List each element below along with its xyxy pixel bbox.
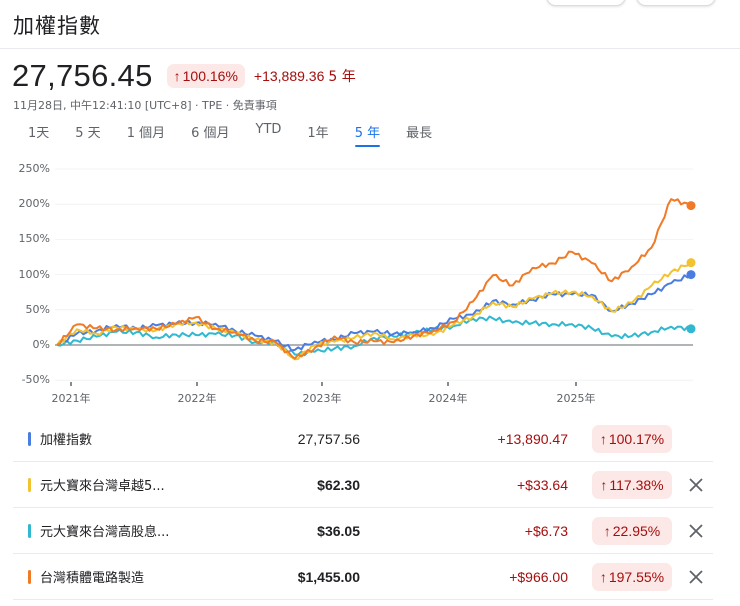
y-tick-label: 0% xyxy=(32,338,50,351)
comparison-table: 加權指數 27,757.56 +13,890.47 ↑ 100.17% 元大寶來… xyxy=(13,416,713,600)
top-action-button-1[interactable] xyxy=(546,0,626,6)
tab-5-years[interactable]: 5 年 xyxy=(354,122,381,147)
arrow-up-icon: ↑ xyxy=(599,568,607,585)
y-tick-label: 150% xyxy=(18,232,50,246)
series-line xyxy=(56,273,692,352)
tab-6-months[interactable]: 6 個月 xyxy=(191,126,230,141)
series-color-swatch xyxy=(28,523,31,538)
change-period: 5 年 xyxy=(328,69,356,85)
tab-ytd[interactable]: YTD xyxy=(255,122,282,137)
row-value: $1,455.00 xyxy=(297,568,360,585)
row-change: +$6.73 xyxy=(524,522,568,539)
range-tabs: 1天 5 天 1 個月 6 個月 YTD 1年 5 年 最長 xyxy=(28,122,458,147)
row-percent: 22.95% xyxy=(612,522,661,539)
tab-1-year[interactable]: 1年 xyxy=(307,126,329,141)
y-tick-label: 50% xyxy=(25,302,50,316)
tab-max[interactable]: 最長 xyxy=(406,126,433,141)
x-tick-label: 2021年 xyxy=(51,392,91,405)
comparison-chart[interactable]: 250% 200% 150% 100% 50% 0% -50% 2021年 2022年 2023… xyxy=(0,155,740,415)
remove-comparison-button[interactable] xyxy=(684,519,708,543)
tab-1-day[interactable]: 1天 xyxy=(28,126,50,141)
chart-plot xyxy=(55,168,696,386)
arrow-up-icon: ↑ xyxy=(599,430,607,447)
close-icon xyxy=(689,477,703,492)
tab-1-month[interactable]: 1 個月 xyxy=(126,126,166,141)
series-color-swatch xyxy=(28,431,31,446)
arrow-up-icon: ↑ xyxy=(603,522,611,539)
series-color-swatch xyxy=(28,477,31,492)
row-name: 台灣積體電路製造 xyxy=(40,571,145,586)
arrow-up-icon: ↑ xyxy=(600,476,608,493)
price-summary: 27,756.45 ↑ 100.16% +13,889.36 5 年 xyxy=(12,58,356,94)
quote-meta: 11月28日, 中午12:41:10 [UTC+8] · TPE · 免責事項 xyxy=(13,99,277,112)
change-value: +13,889.36 xyxy=(253,68,325,84)
row-percent: 100.17% xyxy=(608,430,665,447)
row-change: +13,890.47 xyxy=(497,430,568,447)
row-percent: 117.38% xyxy=(609,476,664,493)
table-row-etf-0050[interactable]: 元大寶來台灣卓越5... $62.30 +$33.64 ↑ 117.38% xyxy=(13,462,713,508)
y-tick-label: -50% xyxy=(21,373,50,387)
row-name: 加權指數 xyxy=(40,433,93,448)
change-percent-badge: ↑ 100.16% xyxy=(166,64,245,88)
row-change: +$966.00 xyxy=(509,568,568,585)
x-tick-label: 2022年 xyxy=(177,392,217,405)
row-value: $36.05 xyxy=(317,522,360,539)
series-color-swatch xyxy=(28,569,31,584)
series-line xyxy=(56,315,692,357)
change-value-group: +13,889.36 5 年 xyxy=(254,66,356,86)
x-tick-label: 2025年 xyxy=(556,392,596,405)
row-percent-badge: ↑ 197.55% xyxy=(592,562,672,591)
x-tick-label: 2024年 xyxy=(428,392,468,405)
close-icon xyxy=(689,523,703,538)
table-row-tsmc[interactable]: 台灣積體電路製造 $1,455.00 +$966.00 ↑ 197.55% xyxy=(13,554,713,600)
table-row-index[interactable]: 加權指數 27,757.56 +13,890.47 ↑ 100.17% xyxy=(13,416,713,462)
remove-comparison-button[interactable] xyxy=(684,473,708,497)
series-end-marker xyxy=(686,270,696,280)
y-tick-label: 200% xyxy=(18,197,50,211)
series-end-marker xyxy=(686,324,696,334)
remove-comparison-button[interactable] xyxy=(684,565,708,589)
row-percent-badge: ↑ 100.17% xyxy=(592,424,672,453)
close-icon xyxy=(689,569,703,584)
row-name: 元大寶來台灣高股息... xyxy=(40,525,170,540)
x-tick-label: 2023年 xyxy=(302,392,342,405)
row-percent-badge: ↑ 117.38% xyxy=(592,470,672,499)
y-tick-label: 100% xyxy=(18,267,50,281)
current-price: 27,756.45 xyxy=(12,58,153,93)
series-line xyxy=(56,198,692,360)
series-end-marker xyxy=(686,258,696,268)
series-line xyxy=(56,261,692,361)
top-action-buttons xyxy=(546,0,716,6)
y-tick-label: 250% xyxy=(18,162,50,175)
row-change: +$33.64 xyxy=(517,476,568,493)
table-row-etf-0056[interactable]: 元大寶來台灣高股息... $36.05 +$6.73 ↑ 22.95% xyxy=(13,508,713,554)
tab-5-days[interactable]: 5 天 xyxy=(75,126,101,141)
header-divider xyxy=(0,48,740,49)
arrow-up-icon: ↑ xyxy=(173,68,181,84)
top-action-button-2[interactable] xyxy=(636,0,716,6)
row-name: 元大寶來台灣卓越5... xyxy=(40,479,165,494)
row-value: 27,757.56 xyxy=(297,430,360,447)
row-value: $62.30 xyxy=(317,476,360,493)
row-percent: 197.55% xyxy=(608,568,665,585)
page-title: 加權指數 xyxy=(13,14,101,38)
series-end-marker xyxy=(686,201,696,211)
row-percent-badge: ↑ 22.95% xyxy=(592,516,672,545)
change-percent: 100.16% xyxy=(182,68,238,84)
